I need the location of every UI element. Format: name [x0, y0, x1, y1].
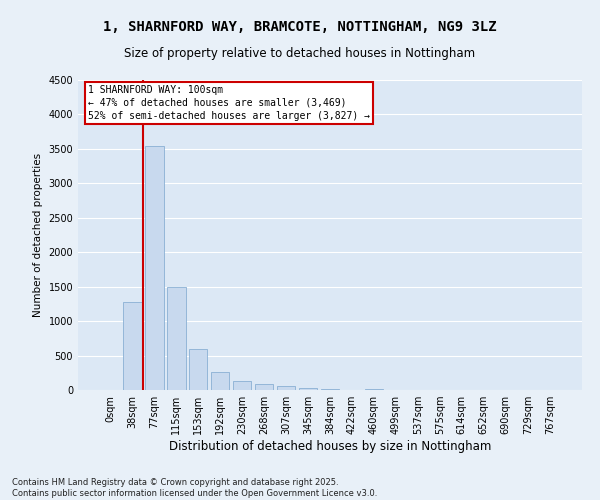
Bar: [123, 302, 142, 390]
Y-axis label: Number of detached properties: Number of detached properties: [33, 153, 43, 317]
Bar: [189, 350, 208, 390]
Text: Contains HM Land Registry data © Crown copyright and database right 2025.
Contai: Contains HM Land Registry data © Crown c…: [12, 478, 377, 498]
X-axis label: Distribution of detached houses by size in Nottingham: Distribution of detached houses by size …: [169, 440, 491, 453]
Bar: [255, 384, 274, 390]
Bar: [365, 388, 383, 390]
Bar: [211, 372, 229, 390]
Text: 1, SHARNFORD WAY, BRAMCOTE, NOTTINGHAM, NG9 3LZ: 1, SHARNFORD WAY, BRAMCOTE, NOTTINGHAM, …: [103, 20, 497, 34]
Bar: [145, 146, 164, 390]
Bar: [299, 388, 317, 390]
Bar: [277, 386, 295, 390]
Text: Size of property relative to detached houses in Nottingham: Size of property relative to detached ho…: [124, 48, 476, 60]
Bar: [233, 381, 251, 390]
Bar: [167, 286, 185, 390]
Text: 1 SHARNFORD WAY: 100sqm
← 47% of detached houses are smaller (3,469)
52% of semi: 1 SHARNFORD WAY: 100sqm ← 47% of detache…: [88, 84, 370, 121]
